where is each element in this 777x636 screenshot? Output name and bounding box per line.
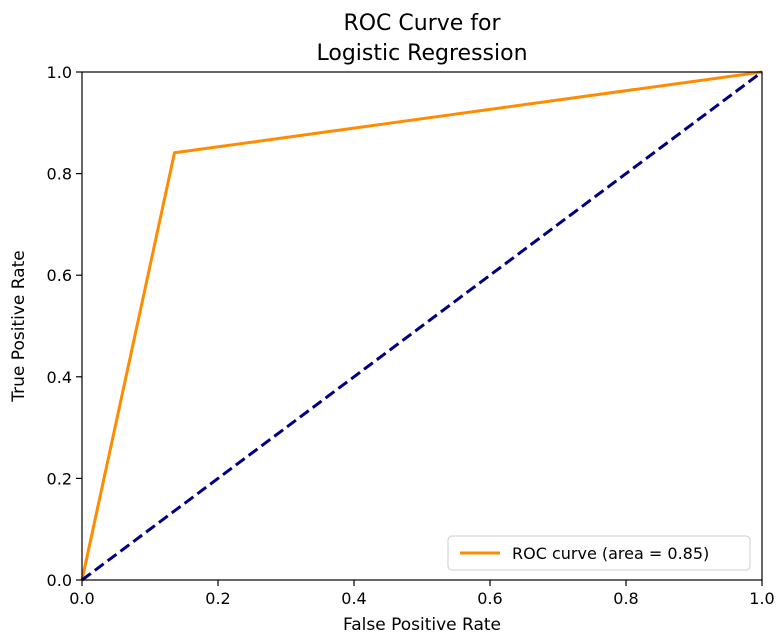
series-group bbox=[80, 70, 763, 582]
x-tick-label: 0.6 bbox=[477, 589, 502, 608]
y-tick-label: 0.0 bbox=[47, 571, 72, 590]
y-axis: 0.0 0.2 0.4 0.6 0.8 1.0 bbox=[47, 63, 82, 590]
y-tick-label: 1.0 bbox=[47, 63, 72, 82]
legend: ROC curve (area = 0.85) bbox=[447, 535, 751, 571]
plot-frame bbox=[81, 71, 763, 581]
chance-diagonal-line bbox=[81, 70, 763, 582]
chart-title-line-2: Logistic Regression bbox=[316, 41, 527, 66]
y-axis-label: True Positive Rate bbox=[9, 250, 29, 402]
x-tick-label: 0.0 bbox=[69, 589, 94, 608]
y-tick-label: 0.4 bbox=[47, 368, 72, 387]
legend-label-roc: ROC curve (area = 0.85) bbox=[512, 544, 709, 563]
y-tick-label: 0.8 bbox=[47, 165, 72, 184]
legend-box bbox=[447, 535, 751, 571]
x-tick-label: 0.4 bbox=[341, 589, 366, 608]
y-tick-label: 0.6 bbox=[47, 266, 72, 285]
x-axis: 0.0 0.2 0.4 0.6 0.8 1.0 bbox=[69, 580, 775, 608]
x-tick-label: 1.0 bbox=[749, 589, 774, 608]
x-axis-label: False Positive Rate bbox=[343, 615, 501, 635]
y-tick-label: 0.2 bbox=[47, 469, 72, 488]
x-tick-label: 0.8 bbox=[613, 589, 638, 608]
chart-title-line-1: ROC Curve for bbox=[343, 11, 501, 36]
x-tick-label: 0.2 bbox=[205, 589, 230, 608]
roc-curve-line bbox=[80, 70, 763, 581]
